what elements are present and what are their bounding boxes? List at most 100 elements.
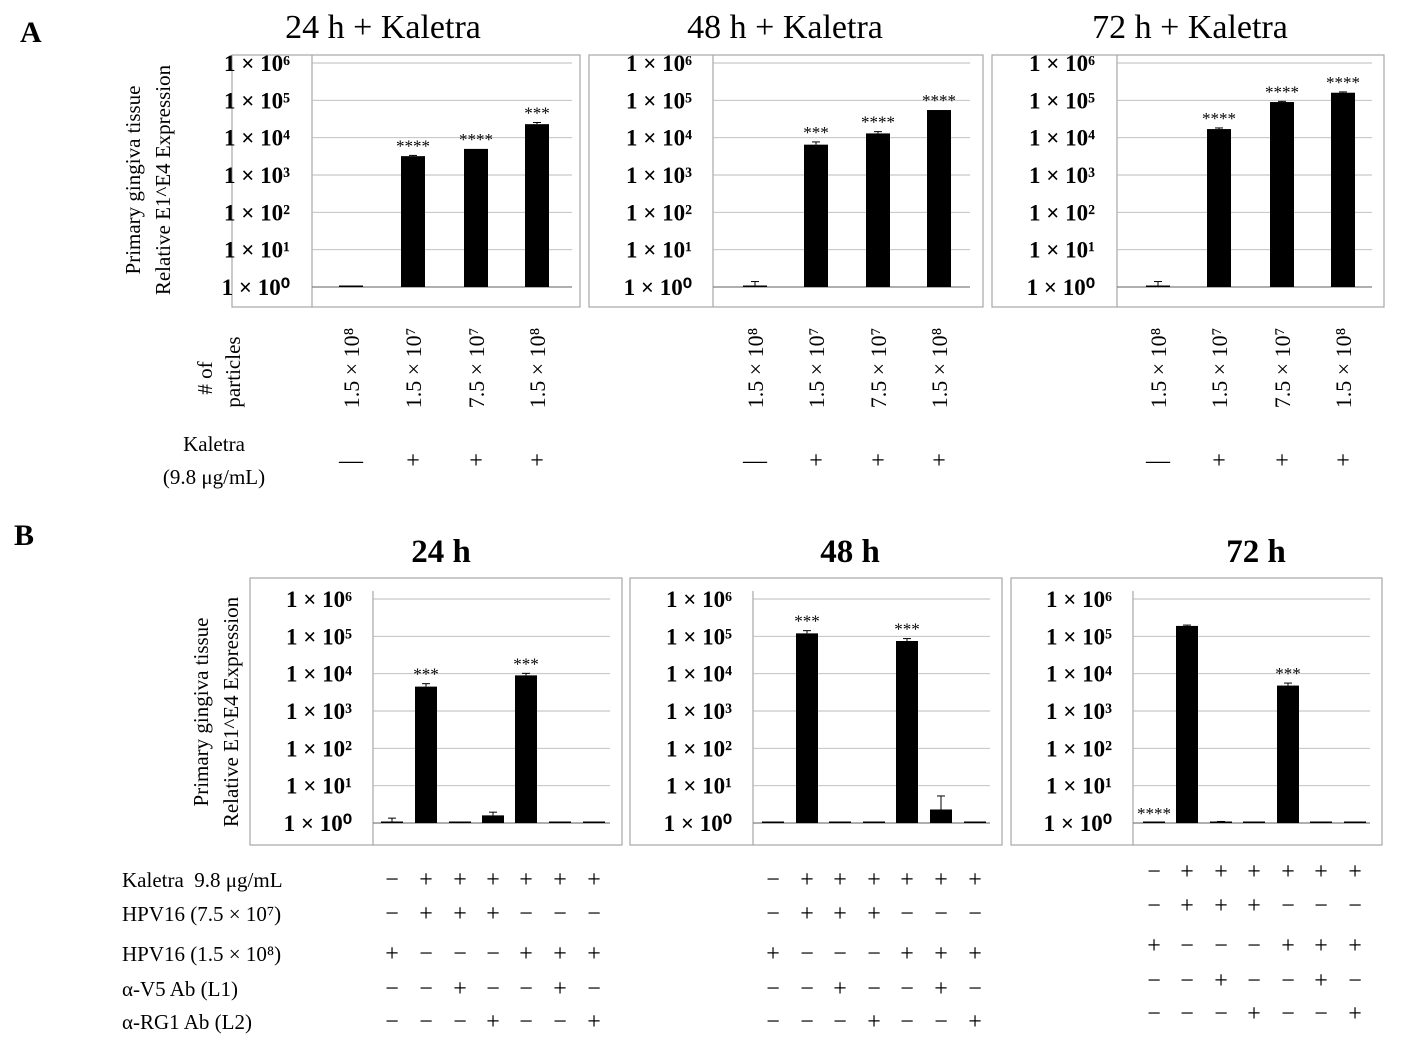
chart-frame xyxy=(249,577,623,846)
bar xyxy=(1344,821,1366,823)
condition-sign: − xyxy=(833,1009,847,1035)
particle-label: 1.5 × 10⁸ xyxy=(743,328,768,409)
particle-label: 1.5 × 10⁷ xyxy=(401,328,426,409)
condition-sign: + xyxy=(968,867,982,893)
condition-sign: − xyxy=(587,976,601,1002)
condition-sign: − xyxy=(587,901,601,927)
y-tick-label: 1 × 10³ xyxy=(224,163,290,188)
y-tick-label: 1 × 10⁶ xyxy=(666,587,732,612)
condition-sign: + xyxy=(1281,859,1295,885)
bar xyxy=(866,133,890,287)
charts-layer: 24 h + Kaletra 1 × 10⁰ 1 × 10¹ 1 × 10² 1 × 1… xyxy=(222,9,1385,1035)
chart-title: 48 h xyxy=(820,534,880,570)
bar xyxy=(381,821,403,823)
condition-sign: + xyxy=(766,941,780,967)
significance-label: **** xyxy=(922,91,956,110)
y-tick-label: 1 × 10⁵ xyxy=(1029,88,1095,113)
particles-label-1: # of xyxy=(193,361,217,394)
condition-sign: − xyxy=(766,867,780,893)
condition-sign: + xyxy=(587,941,601,967)
bar xyxy=(863,821,885,823)
condition-sign: + xyxy=(1348,859,1362,885)
bar xyxy=(829,821,851,823)
condition-sign: + xyxy=(867,1009,881,1035)
condition-sign: − xyxy=(1348,893,1362,919)
kaletra-sign: + xyxy=(1336,448,1350,474)
condition-sign: + xyxy=(1147,933,1161,959)
chart-frame xyxy=(629,577,1003,846)
condition-sign: − xyxy=(519,1009,533,1035)
condition-sign: − xyxy=(800,1009,814,1035)
condition-sign: + xyxy=(486,867,500,893)
y-tick-label: 1 × 10⁰ xyxy=(284,811,352,836)
condition-sign: − xyxy=(766,976,780,1002)
condition-sign: − xyxy=(1314,893,1328,919)
significance-label: *** xyxy=(894,620,920,639)
significance-label: **** xyxy=(396,136,430,155)
condition-sign: − xyxy=(1147,1001,1161,1027)
condition-sign: − xyxy=(900,976,914,1002)
y-tick-label: 1 × 10² xyxy=(1029,200,1095,225)
bar xyxy=(415,686,437,823)
condition-sign: + xyxy=(1348,933,1362,959)
condition-sign: − xyxy=(1281,893,1295,919)
condition-sign: + xyxy=(833,976,847,1002)
condition-sign: − xyxy=(1180,933,1194,959)
row-label-hpv16-low: HPV16 (7.5 × 10⁷) xyxy=(122,902,281,926)
condition-sign: − xyxy=(486,976,500,1002)
y-tick-label: 1 × 10² xyxy=(626,200,692,225)
bar xyxy=(796,633,818,823)
condition-sign: − xyxy=(867,976,881,1002)
condition-sign: − xyxy=(900,901,914,927)
bar xyxy=(762,821,784,823)
condition-sign: + xyxy=(1214,968,1228,994)
condition-sign: − xyxy=(1214,1001,1228,1027)
panel-a-label: A xyxy=(20,16,42,49)
y-tick-label: 1 × 10² xyxy=(286,736,352,761)
y-tick-label: 1 × 10⁶ xyxy=(626,51,692,76)
condition-sign: − xyxy=(1247,933,1261,959)
condition-sign: − xyxy=(766,901,780,927)
y-tick-label: 1 × 10³ xyxy=(1046,699,1112,724)
condition-sign: − xyxy=(1147,859,1161,885)
condition-sign: + xyxy=(486,1009,500,1035)
particle-label: 7.5 × 10⁷ xyxy=(866,328,891,409)
row-label-v5-ab: α-V5 Ab (L1) xyxy=(122,977,238,1001)
condition-sign: − xyxy=(419,1009,433,1035)
significance-label: **** xyxy=(1265,82,1299,101)
condition-sign: + xyxy=(385,941,399,967)
condition-sign: + xyxy=(587,1009,601,1035)
y-tick-label: 1 × 10⁵ xyxy=(286,624,352,649)
y-tick-label: 1 × 10² xyxy=(666,736,732,761)
bar xyxy=(1270,102,1294,287)
chart-frame xyxy=(1010,577,1383,846)
y-tick-label: 1 × 10⁵ xyxy=(1046,624,1112,649)
condition-sign: + xyxy=(800,901,814,927)
particle-label: 7.5 × 10⁷ xyxy=(1270,328,1295,409)
condition-sign: − xyxy=(1247,968,1261,994)
condition-sign: − xyxy=(833,941,847,967)
bar xyxy=(1310,821,1332,823)
condition-sign: + xyxy=(1214,893,1228,919)
condition-sign: − xyxy=(1180,968,1194,994)
bar xyxy=(449,821,471,823)
condition-sign: − xyxy=(766,1009,780,1035)
condition-sign: − xyxy=(385,901,399,927)
y-tick-label: 1 × 10⁴ xyxy=(1046,662,1112,687)
condition-sign: + xyxy=(934,867,948,893)
condition-sign: − xyxy=(385,976,399,1002)
condition-sign: − xyxy=(900,1009,914,1035)
y-tick-label: 1 × 10² xyxy=(1046,736,1112,761)
y-tick-label: 1 × 10⁰ xyxy=(664,811,732,836)
bar xyxy=(1207,129,1231,287)
condition-sign: + xyxy=(587,867,601,893)
y-tick-label: 1 × 10² xyxy=(224,200,290,225)
kaletra-sign: + xyxy=(871,448,885,474)
kaletra-sign: — xyxy=(338,448,364,474)
significance-label: *** xyxy=(794,612,820,631)
condition-sign: + xyxy=(553,941,567,967)
significance-label: *** xyxy=(513,654,539,673)
kaletra-label-1: Kaletra xyxy=(183,432,245,456)
bar xyxy=(1176,625,1198,823)
